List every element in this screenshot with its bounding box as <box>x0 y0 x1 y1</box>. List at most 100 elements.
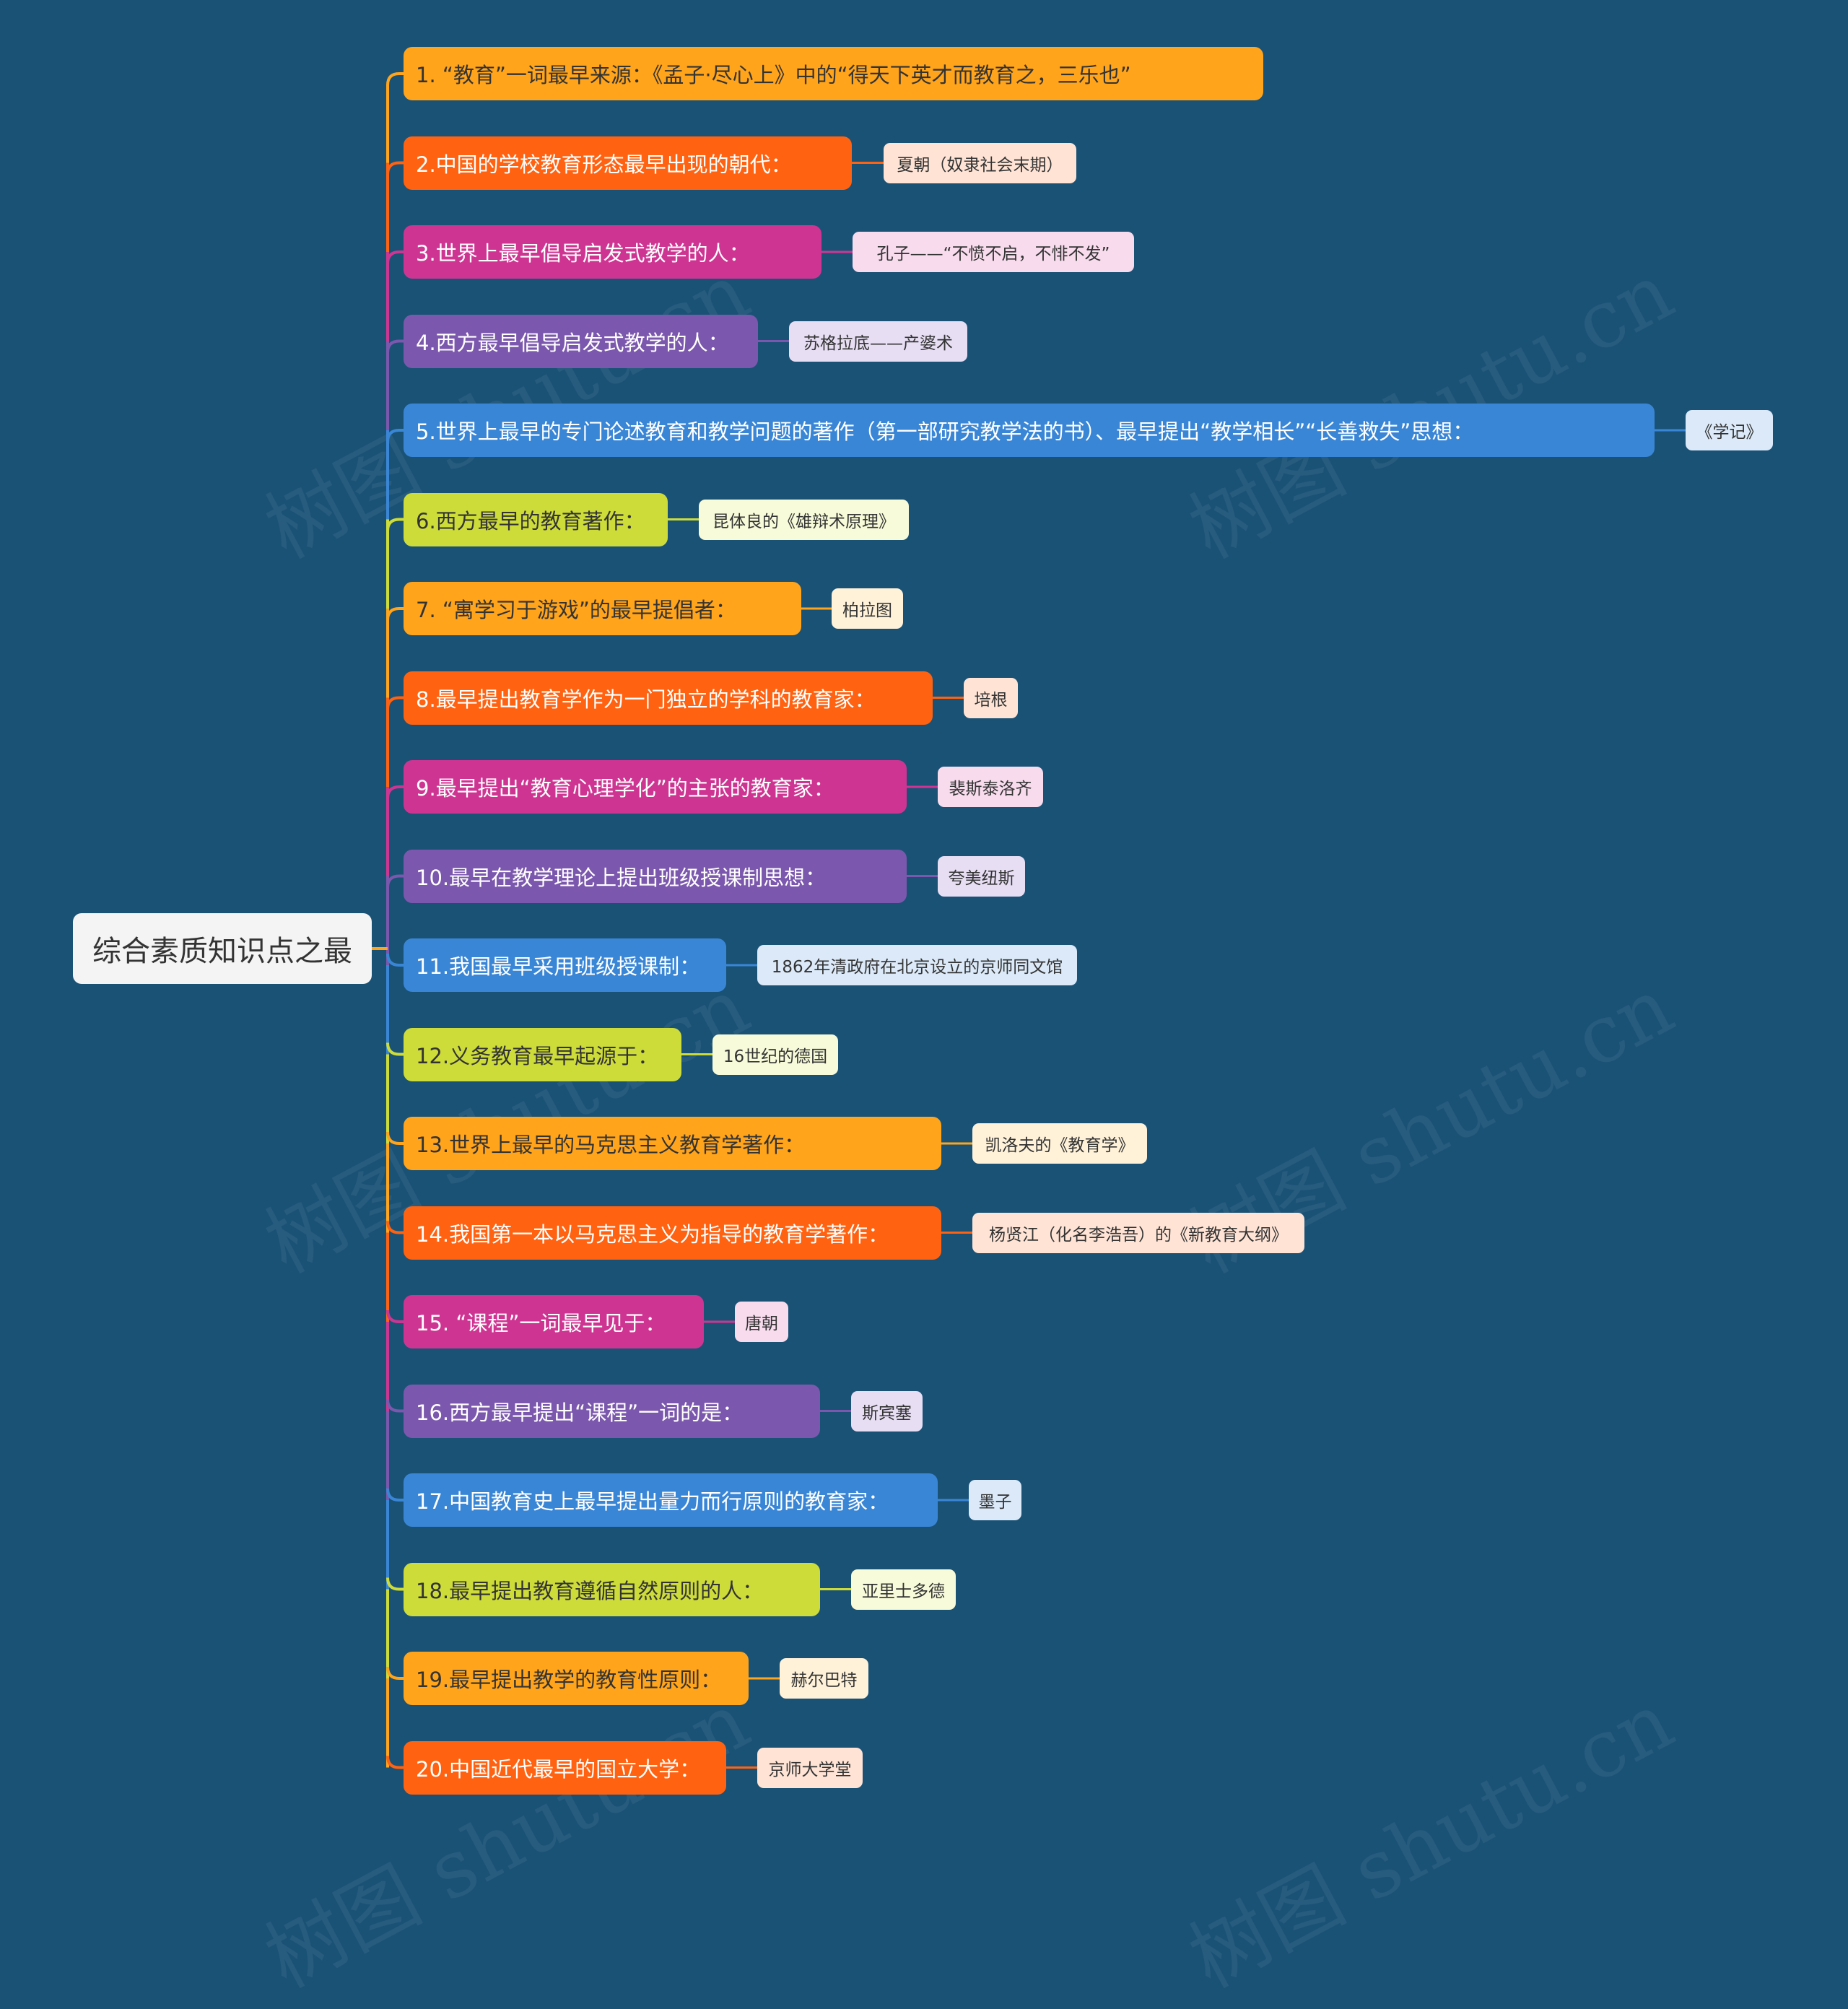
branch-topic-label: 17.中国教育史上最早提出量力而行原则的教育家： <box>416 1489 889 1514</box>
branch-connector <box>386 339 404 353</box>
leaf-topic-label: 苏格拉底——产婆术 <box>803 334 953 353</box>
leaf-topic[interactable]: 培根 <box>964 677 1018 718</box>
branch-connector <box>386 1131 404 1145</box>
leaf-topic[interactable]: 亚里士多德 <box>851 1569 956 1610</box>
branch-topic[interactable]: 13.世界上最早的马克思主义教育学著作： <box>404 1117 941 1170</box>
branch-topic-label: 3.世界上最早倡导启发式教学的人： <box>416 241 750 266</box>
branch-connector <box>386 1666 404 1680</box>
branch-topic[interactable]: 9.最早提出“教育心理学化”的主张的教育家： <box>404 760 907 814</box>
leaf-topic-label: 亚里士多德 <box>862 1582 945 1601</box>
leaf-topic[interactable]: 京师大学堂 <box>757 1747 863 1788</box>
leaf-topic[interactable]: 斯宾塞 <box>851 1390 923 1431</box>
branch-connector <box>386 72 404 86</box>
leaf-topic[interactable]: 凯洛夫的《教育学》 <box>972 1123 1147 1164</box>
branch-connector <box>386 161 404 175</box>
branch-topic[interactable]: 3.世界上最早倡导启发式教学的人： <box>404 225 821 279</box>
leaf-topic[interactable]: 唐朝 <box>735 1302 788 1342</box>
leaf-topic[interactable]: 《学记》 <box>1686 410 1773 450</box>
branch-topic-label: 7. “寓学习于游戏”的最早提倡者： <box>416 598 736 622</box>
leaf-topic-label: 昆体良的《雄辩术原理》 <box>712 512 895 531</box>
branch-topic[interactable]: 2.中国的学校教育形态最早出现的朝代： <box>404 136 852 190</box>
branch-topic[interactable]: 15. “课程”一词最早见于： <box>404 1295 704 1348</box>
branch-topic-label: 18.最早提出教育遵循自然原则的人： <box>416 1578 764 1603</box>
branch-topic-label: 5.世界上最早的专门论述教育和教学问题的著作（第一部研究教学法的书）、最早提出“… <box>416 419 1474 444</box>
branch-topic[interactable]: 6.西方最早的教育著作： <box>404 492 668 546</box>
branch-topic[interactable]: 17.中国教育史上最早提出量力而行原则的教育家： <box>404 1473 938 1527</box>
leaf-topic-label: 柏拉图 <box>842 601 892 620</box>
branch-topic[interactable]: 19.最早提出教学的教育性原则： <box>404 1652 749 1705</box>
branch-topic-label: 9.最早提出“教育心理学化”的主张的教育家： <box>416 776 834 801</box>
branch-topic-label: 13.世界上最早的马克思主义教育学著作： <box>416 1133 806 1157</box>
branch-topic[interactable]: 14.我国第一本以马克思主义为指导的教育学著作： <box>404 1206 941 1260</box>
leaf-topic[interactable]: 柏拉图 <box>832 588 903 629</box>
leaf-topic[interactable]: 裴斯泰洛齐 <box>938 767 1043 807</box>
branch-connector <box>386 1042 404 1056</box>
branch-connector <box>386 1577 404 1591</box>
branch-topic[interactable]: 1. “教育”一词最早来源：《孟子·尽心上》中的“得天下英才而教育之，三乐也” <box>404 47 1263 100</box>
branch-connector <box>386 1309 404 1323</box>
branch-connector <box>386 429 404 443</box>
branch-topic-label: 4.西方最早倡导启发式教学的人： <box>416 330 729 355</box>
leaf-topic-label: 唐朝 <box>745 1315 778 1333</box>
branch-connector <box>386 696 404 710</box>
branch-topic-label: 1. “教育”一词最早来源：《孟子·尽心上》中的“得天下英才而教育之，三乐也” <box>416 63 1131 87</box>
leaf-topic[interactable]: 墨子 <box>969 1480 1021 1520</box>
leaf-topic-label: 斯宾塞 <box>862 1403 912 1423</box>
branch-connector <box>386 874 404 888</box>
leaf-topic-label: 凯洛夫的《教育学》 <box>985 1136 1135 1155</box>
branch-connector <box>386 1488 404 1502</box>
branch-connector <box>386 518 404 531</box>
leaf-topic[interactable]: 16世纪的德国 <box>712 1034 838 1075</box>
watermark: 树图 shutu.cn <box>1174 1674 1688 2006</box>
branch-topic[interactable]: 18.最早提出教育遵循自然原则的人： <box>404 1562 820 1616</box>
leaf-topic-label: 赫尔巴特 <box>790 1671 858 1690</box>
branch-connector <box>386 1756 404 1769</box>
leaf-topic[interactable]: 苏格拉底——产婆术 <box>789 321 967 362</box>
leaf-topic-label: 杨贤江（化名李浩吾）的《新教育大纲》 <box>989 1225 1288 1245</box>
branch-topic-label: 20.中国近代最早的国立大学： <box>416 1756 701 1782</box>
branch-connector <box>386 250 404 264</box>
branch-topic-label: 6.西方最早的教育著作： <box>416 508 645 533</box>
leaf-topic-label: 16世纪的德国 <box>723 1047 828 1066</box>
branch-topic-label: 16.西方最早提出“课程”一词的是： <box>416 1400 744 1425</box>
branch-topic[interactable]: 16.西方最早提出“课程”一词的是： <box>404 1384 820 1438</box>
branch-topic[interactable]: 10.最早在教学理论上提出班级授课制思想： <box>404 849 907 903</box>
leaf-topic[interactable]: 赫尔巴特 <box>780 1658 868 1699</box>
leaf-topic-label: 培根 <box>974 690 1008 710</box>
leaf-topic-label: 1862年清政府在北京设立的京师同文馆 <box>771 958 1063 977</box>
root-topic[interactable]: 综合素质知识点之最 <box>73 913 372 984</box>
branch-connector <box>386 1399 404 1413</box>
mind-map-canvas: 树图 shutu.cn 树图 shutu.cn 树图 shutu.cn 树图 s… <box>73 47 1773 2005</box>
leaf-topic-label: 孔子——“不愤不启，不悱不发” <box>876 245 1110 263</box>
leaf-topic[interactable]: 杨贤江（化名李浩吾）的《新教育大纲》 <box>972 1212 1304 1253</box>
leaf-topic[interactable]: 孔子——“不愤不启，不悱不发” <box>853 232 1134 272</box>
branch-connector <box>386 607 404 621</box>
root-topic-label: 综合素质知识点之最 <box>92 935 352 968</box>
branch-topic[interactable]: 12.义务教育最早起源于： <box>404 1027 681 1081</box>
branch-topic-label: 10.最早在教学理论上提出班级授课制思想： <box>416 865 827 890</box>
branch-topic-label: 11.我国最早采用班级授课制： <box>416 954 701 979</box>
branch-topic-label: 8.最早提出教育学作为一门独立的学科的教育家： <box>416 687 876 712</box>
branch-topic-label: 19.最早提出教学的教育性原则： <box>416 1668 722 1692</box>
branch-topic[interactable]: 20.中国近代最早的国立大学： <box>404 1740 726 1795</box>
leaf-topic-label: 夏朝（奴隶社会末期） <box>897 155 1063 175</box>
branch-topic[interactable]: 7. “寓学习于游戏”的最早提倡者： <box>404 582 801 635</box>
branch-topic-label: 12.义务教育最早起源于： <box>416 1043 659 1068</box>
branch-connector <box>386 785 404 799</box>
branch-connector <box>386 953 404 967</box>
branch-topic[interactable]: 11.我国最早采用班级授课制： <box>404 938 726 992</box>
leaf-topic[interactable]: 夸美纽斯 <box>938 855 1025 897</box>
branch-connector <box>386 1221 404 1234</box>
leaf-topic[interactable]: 1862年清政府在北京设立的京师同文馆 <box>757 945 1077 985</box>
branch-topic-label: 14.我国第一本以马克思主义为指导的教育学著作： <box>416 1221 889 1247</box>
leaf-topic-label: 京师大学堂 <box>768 1760 852 1779</box>
leaf-topic[interactable]: 夏朝（奴隶社会末期） <box>884 142 1076 183</box>
branch-topic[interactable]: 4.西方最早倡导启发式教学的人： <box>404 314 758 368</box>
branch-topic-label: 15. “课程”一词最早见于： <box>416 1311 666 1335</box>
leaf-topic[interactable]: 昆体良的《雄辩术原理》 <box>699 499 909 540</box>
leaf-topic-label: 裴斯泰洛齐 <box>949 780 1032 798</box>
watermark: 树图 shutu.cn <box>250 1674 764 2006</box>
branch-topic[interactable]: 8.最早提出教育学作为一门独立的学科的教育家： <box>404 671 933 725</box>
leaf-topic-label: 夸美纽斯 <box>948 868 1015 888</box>
branch-topic[interactable]: 5.世界上最早的专门论述教育和教学问题的著作（第一部研究教学法的书）、最早提出“… <box>404 404 1655 457</box>
